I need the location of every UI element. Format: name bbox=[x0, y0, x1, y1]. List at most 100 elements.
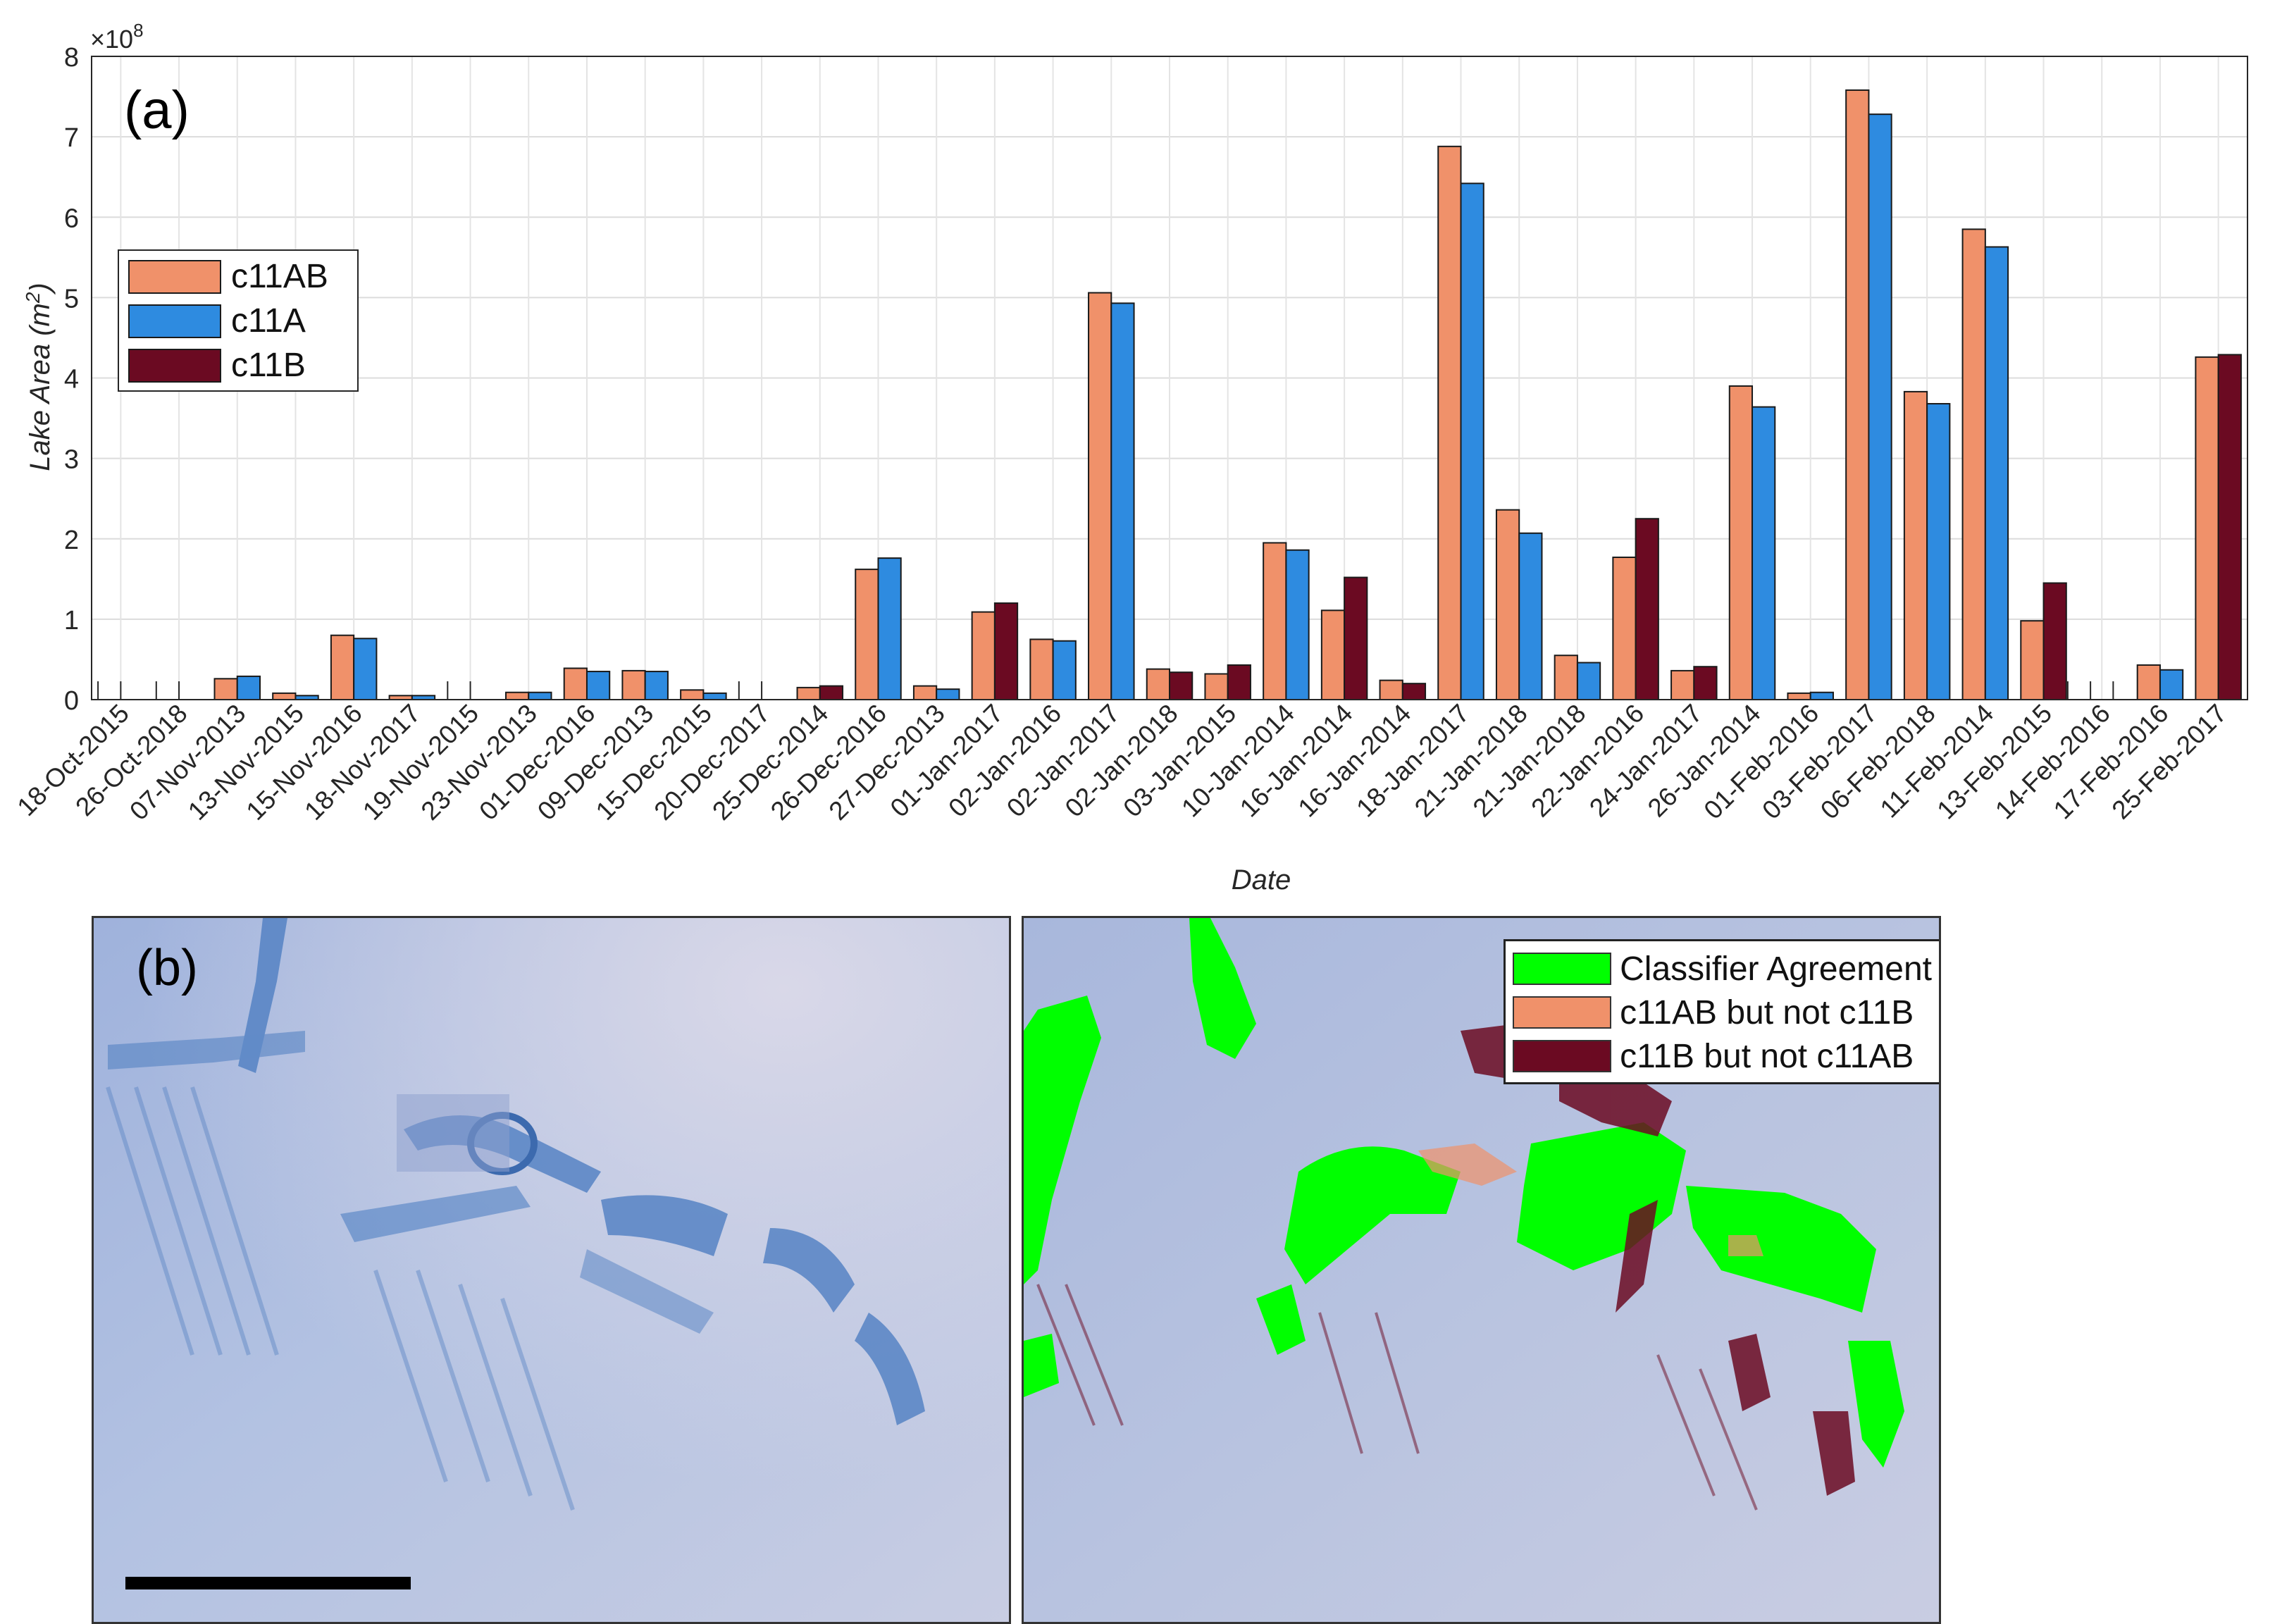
bar-c11AB bbox=[971, 611, 996, 701]
bar-c11A bbox=[702, 692, 727, 700]
y-tick-label: 1 bbox=[64, 606, 79, 636]
legend-row-c11ab-only: c11AB but not c11B bbox=[1513, 991, 1932, 1034]
bar-c11AB bbox=[1088, 292, 1112, 700]
bar-c11A bbox=[644, 671, 669, 701]
bar-c11A bbox=[1752, 406, 1776, 701]
bar-c11AB bbox=[1612, 556, 1637, 701]
legend-label-c11A: c11A bbox=[231, 302, 306, 340]
bar-c11A bbox=[1809, 691, 1834, 701]
classification-legend: Classifier Agreement c11AB but not c11B … bbox=[1504, 939, 1939, 1084]
x-axis-label: Date bbox=[1232, 864, 1291, 895]
bar-chart: 0 1 2 3 4 5 6 7 8 18-Oct-201526-Oct-201807-Nov-2… bbox=[12, 20, 2248, 895]
legend-row-agreement: Classifier Agreement bbox=[1513, 947, 1932, 991]
bar-c11B bbox=[1693, 666, 1718, 700]
bar-c11AB bbox=[213, 678, 238, 701]
legend-swatch-c11A bbox=[128, 304, 221, 338]
bar-c11AB bbox=[1670, 669, 1695, 700]
bar-c11AB bbox=[1204, 673, 1229, 700]
bar-c11A bbox=[1052, 640, 1077, 700]
classification-image-right: Classifier Agreement c11AB but not c11B … bbox=[1022, 916, 1941, 1624]
satellite-image-left: (b) bbox=[92, 916, 1011, 1624]
legend-swatch-c11ab-only bbox=[1513, 996, 1612, 1029]
chart-legend: c11AB c11A c11B bbox=[118, 249, 359, 392]
bar-c11AB bbox=[1437, 145, 1462, 700]
plot-area-frame bbox=[91, 56, 2248, 700]
bar-c11AB bbox=[2136, 664, 2161, 701]
bar-c11AB bbox=[680, 689, 705, 700]
bar-c11A bbox=[936, 688, 960, 701]
bar-c11AB bbox=[330, 634, 355, 701]
bar-c11AB bbox=[1554, 655, 1578, 701]
bar-c11A bbox=[2159, 669, 2184, 700]
legend-swatch-c11B bbox=[128, 349, 221, 383]
bar-c11A bbox=[877, 557, 902, 701]
bar-c11A bbox=[1868, 113, 1892, 701]
bar-c11B bbox=[2042, 582, 2067, 700]
bar-c11B bbox=[1344, 576, 1368, 701]
bar-c11AB bbox=[1146, 668, 1171, 701]
bar-c11B bbox=[1169, 671, 1194, 701]
bar-c11A bbox=[1926, 403, 1951, 701]
bar-c11AB bbox=[1495, 509, 1520, 700]
bar-c11AB bbox=[621, 669, 646, 700]
exponent-label: ×108 bbox=[90, 20, 144, 54]
bar-c11AB bbox=[2020, 620, 2045, 700]
legend-swatch-c11AB bbox=[128, 260, 221, 294]
legend-label-c11b-only: c11B but not c11AB bbox=[1620, 1037, 1914, 1075]
bar-c11AB bbox=[1379, 679, 1403, 700]
bar-c11AB bbox=[1961, 228, 1986, 700]
bar-c11AB bbox=[2195, 356, 2219, 700]
bar-c11B bbox=[1227, 664, 1251, 701]
bar-c11B bbox=[993, 602, 1019, 700]
y-tick-label: 8 bbox=[64, 43, 79, 73]
y-tick-label: 0 bbox=[64, 686, 79, 716]
bar-c11AB bbox=[1787, 692, 1811, 700]
y-tick-label: 6 bbox=[64, 204, 79, 233]
y-tick-labels: 0 1 2 3 4 5 6 7 8 bbox=[64, 43, 79, 716]
bar-c11AB bbox=[1728, 385, 1754, 700]
y-tick-label: 7 bbox=[64, 123, 79, 153]
bar-c11A bbox=[1984, 246, 2009, 700]
bar-c11AB bbox=[505, 691, 530, 701]
x-tick-labels: 18-Oct-201526-Oct-201807-Nov-201313-Nov-… bbox=[12, 699, 2233, 826]
bar-c11AB bbox=[272, 692, 297, 700]
bar-c11A bbox=[1285, 549, 1310, 700]
bar-c11A bbox=[528, 691, 552, 701]
scale-bar bbox=[125, 1577, 411, 1589]
legend-label-c11B: c11B bbox=[231, 347, 306, 384]
bar-c11AB bbox=[563, 667, 588, 701]
legend-label-c11ab-only: c11AB but not c11B bbox=[1620, 993, 1914, 1031]
bar-c11A bbox=[1518, 532, 1543, 700]
y-tick-label: 3 bbox=[64, 445, 79, 475]
bar-c11B bbox=[1635, 518, 1659, 700]
legend-row-c11b-only: c11B but not c11AB bbox=[1513, 1034, 1932, 1078]
legend-swatch-agreement bbox=[1513, 953, 1612, 985]
bar-c11AB bbox=[1263, 542, 1287, 700]
bar-c11AB bbox=[796, 686, 821, 700]
legend-swatch-c11b-only bbox=[1513, 1040, 1612, 1072]
bar-c11AB bbox=[1845, 89, 1870, 701]
legend-label-c11AB: c11AB bbox=[231, 258, 328, 295]
legend-label-agreement: Classifier Agreement bbox=[1620, 950, 1932, 988]
y-tick-label: 5 bbox=[64, 284, 79, 314]
panel-b-label: (b) bbox=[136, 940, 198, 996]
bar-c11A bbox=[353, 638, 378, 701]
bar-c11A bbox=[1576, 662, 1601, 701]
panel-a-label: (a) bbox=[124, 80, 190, 140]
bar-c11A bbox=[1460, 182, 1484, 700]
bar-c11B bbox=[819, 685, 844, 701]
chart-bars bbox=[97, 89, 2242, 701]
bar-c11B bbox=[2217, 354, 2242, 700]
bar-c11AB bbox=[1903, 390, 1928, 700]
bar-c11AB bbox=[912, 685, 938, 701]
bar-c11B bbox=[1401, 683, 1427, 700]
bar-c11A bbox=[236, 675, 261, 700]
y-axis-label: Lake Area (m2) bbox=[22, 283, 56, 471]
bar-c11AB bbox=[855, 569, 879, 700]
y-tick-label: 4 bbox=[64, 365, 79, 395]
bar-c11AB bbox=[1320, 609, 1346, 700]
bar-c11A bbox=[1110, 302, 1135, 700]
y-tick-label: 2 bbox=[64, 526, 79, 555]
bar-c11AB bbox=[1029, 638, 1054, 700]
bar-c11A bbox=[585, 671, 611, 701]
